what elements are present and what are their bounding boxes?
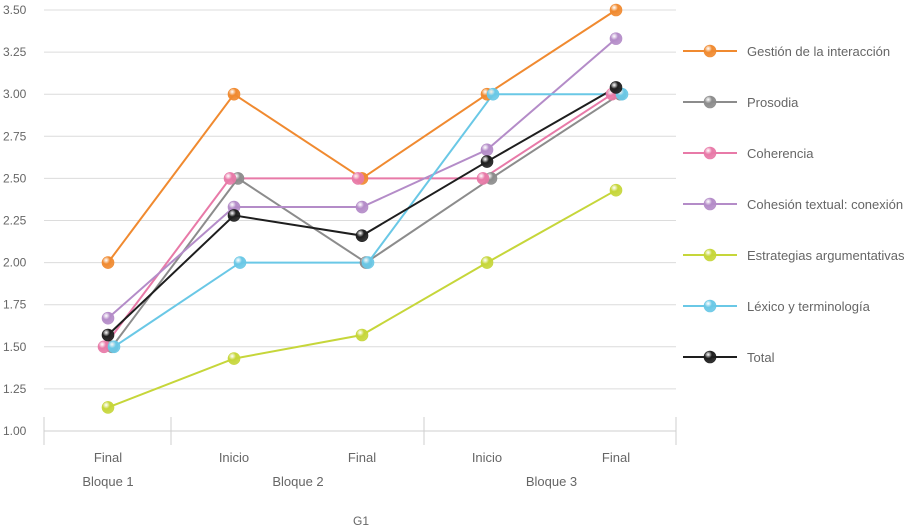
data-point — [476, 172, 490, 185]
data-point — [480, 155, 494, 168]
x-tick-label: Final — [602, 450, 630, 465]
data-point — [107, 340, 121, 354]
legend-marker — [703, 248, 717, 262]
y-tick-label: 3.00 — [3, 87, 27, 101]
data-point — [227, 209, 241, 222]
legend-marker — [703, 146, 717, 160]
y-tick-label: 1.75 — [3, 298, 27, 312]
series-points — [97, 3, 629, 414]
data-point — [351, 172, 365, 185]
x-group-label: Bloque 3 — [526, 474, 577, 489]
data-point — [101, 328, 115, 342]
y-tick-label: 2.50 — [3, 171, 27, 185]
data-point — [486, 87, 500, 101]
x-group-label: Bloque 2 — [272, 474, 323, 489]
y-tick-label: 2.75 — [3, 129, 27, 143]
x-axis: Final Inicio Final Inicio Final Bloque 1 Bloqu… — [43, 417, 677, 489]
legend-label: Léxico y terminología — [747, 299, 871, 314]
y-tick-label: 2.25 — [3, 214, 27, 228]
legend-label: Gestión de la interacción — [747, 44, 890, 59]
legend-label: Cohesión textual: conexión — [747, 197, 903, 212]
legend: Gestión de la interacción Prosodia Coheren… — [683, 44, 905, 365]
legend-label: Total — [747, 350, 775, 365]
y-tick-label: 2.00 — [3, 256, 27, 270]
legend-marker — [703, 197, 717, 211]
data-point — [101, 311, 115, 325]
data-point — [227, 87, 241, 101]
legend-marker — [703, 299, 717, 313]
legend-label: Estrategias argumentativas — [747, 248, 905, 263]
data-point — [227, 352, 241, 365]
x-tick-label: Inicio — [219, 450, 249, 465]
data-point — [480, 143, 494, 157]
data-point — [233, 256, 247, 269]
y-tick-label: 1.50 — [3, 340, 27, 354]
data-point — [609, 3, 623, 17]
x-tick-label: Final — [94, 450, 122, 465]
data-point — [609, 81, 623, 94]
legend-marker — [703, 95, 717, 109]
y-tick-label: 1.25 — [3, 382, 27, 396]
y-axis-ticks: 1.00 1.25 1.50 1.75 2.00 2.25 2.50 2.75 3.00 3.25… — [3, 3, 27, 438]
data-point — [609, 32, 623, 45]
y-tick-label: 3.25 — [3, 45, 27, 59]
x-axis-label: G1 — [353, 514, 369, 528]
x-tick-label: Inicio — [472, 450, 502, 465]
x-group-label: Bloque 1 — [82, 474, 133, 489]
data-point — [609, 183, 623, 197]
y-tick-label: 1.00 — [3, 424, 27, 438]
data-point — [355, 229, 369, 242]
data-point — [223, 172, 237, 185]
data-point — [361, 256, 375, 269]
data-point — [355, 328, 369, 342]
legend-marker — [703, 350, 717, 364]
y-tick-label: 3.50 — [3, 3, 27, 17]
x-tick-label: Final — [348, 450, 376, 465]
legend-label: Prosodia — [747, 95, 799, 110]
data-point — [101, 401, 115, 414]
data-point — [355, 200, 369, 214]
data-point — [480, 256, 494, 269]
legend-label: Coherencia — [747, 146, 814, 161]
data-point — [101, 256, 115, 269]
legend-marker — [703, 44, 717, 58]
